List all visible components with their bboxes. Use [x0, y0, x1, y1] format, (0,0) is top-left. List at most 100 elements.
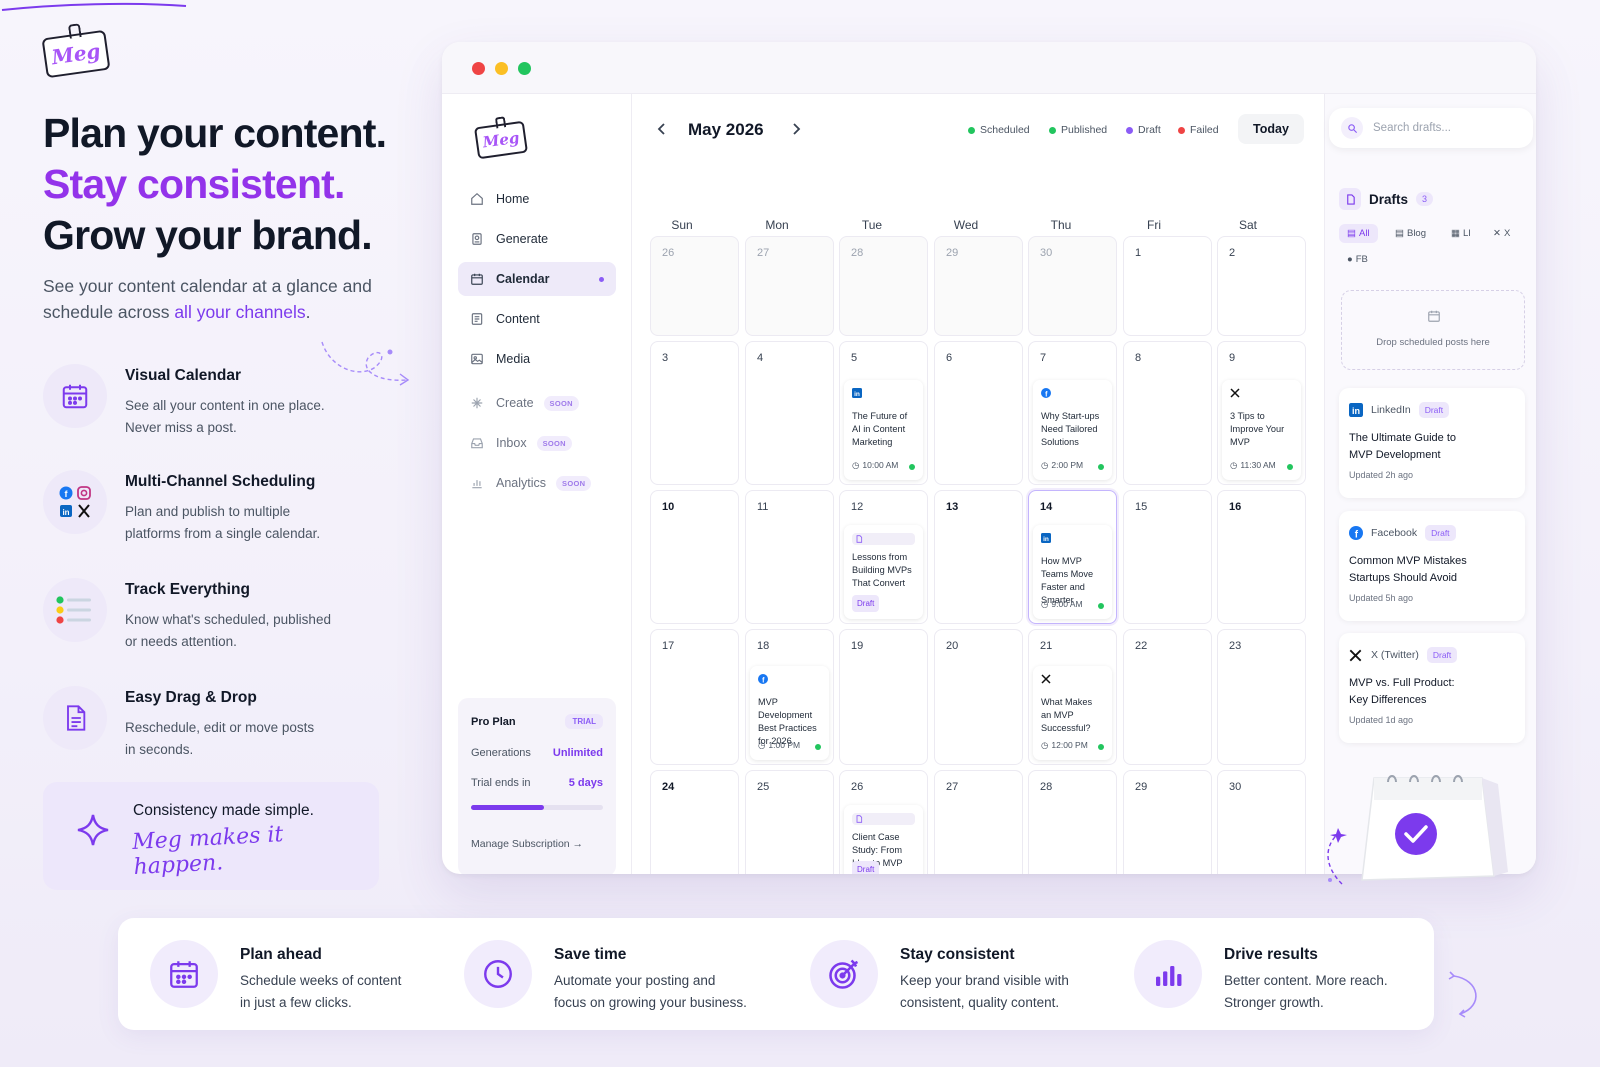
day-cell[interactable]: 18 f MVP Development Best Practices for … — [745, 629, 834, 765]
draft-card[interactable]: in LinkedIn Draft The Ultimate Guide to … — [1339, 388, 1525, 498]
next-month-button[interactable] — [790, 122, 802, 141]
window-close-button[interactable] — [472, 62, 485, 75]
sidebar-item-inbox[interactable]: Inbox SOON — [458, 426, 616, 460]
day-cell[interactable]: 6 — [934, 341, 1023, 485]
day-cell[interactable]: 9 3 Tips to Improve Your MVP ◷ 11:30 AM — [1217, 341, 1306, 485]
scheduled-post[interactable]: in How MVP Teams Move Faster and Smarter… — [1033, 525, 1112, 619]
day-cell[interactable]: 29 — [934, 236, 1023, 336]
draft-platform: Facebook — [1371, 527, 1418, 539]
day-cell[interactable]: 17 — [650, 629, 739, 765]
sidebar-item-generate[interactable]: Generate — [458, 222, 616, 256]
search-drafts-field[interactable]: Search drafts... — [1329, 108, 1533, 148]
day-cell[interactable]: 23 — [1217, 629, 1306, 765]
window-titlebar — [442, 42, 1536, 94]
drop-zone[interactable]: Drop scheduled posts here — [1341, 290, 1525, 370]
day-cell[interactable]: 27 — [934, 770, 1023, 874]
headline-line-1: Plan your content. — [43, 110, 387, 156]
day-cell[interactable]: 24 — [650, 770, 739, 874]
filter-chip-all[interactable]: ▤ All — [1339, 224, 1378, 243]
day-cell[interactable]: 13 — [934, 490, 1023, 624]
filter-chip-linkedin[interactable]: ▦ LI — [1443, 224, 1479, 243]
day-cell[interactable]: 29 — [1123, 770, 1212, 874]
calendar-icon — [470, 272, 484, 286]
day-number: 9 — [1229, 352, 1236, 364]
today-button[interactable]: Today — [1238, 114, 1304, 144]
day-cell[interactable]: 7 f Why Start-ups Need Tailored Solution… — [1028, 341, 1117, 485]
feature-title: Visual Calendar — [125, 367, 242, 384]
manage-subscription-link[interactable]: Manage Subscription → — [471, 838, 584, 850]
legend-dot — [968, 126, 975, 134]
feature-desc: See all your content in one place. Never… — [125, 398, 325, 435]
draft-card[interactable]: X (Twitter) Draft MVP vs. Full Product: … — [1339, 633, 1525, 743]
scheduled-post[interactable]: f MVP Development Best Practices for 202… — [750, 666, 829, 760]
feature-desc: Plan and publish to multiple platforms f… — [125, 504, 321, 541]
legend-label: Failed — [1190, 124, 1219, 136]
day-cell[interactable]: 2 — [1217, 236, 1306, 336]
sidebar: Meg Home Generate Calendar Content Media… — [442, 94, 632, 874]
window-minimize-button[interactable] — [495, 62, 508, 75]
day-cell[interactable]: 28 — [1028, 770, 1117, 874]
benefit-title: Stay consistent — [900, 946, 1015, 963]
document-icon: ▤ — [1347, 228, 1356, 239]
day-cell[interactable]: 10 — [650, 490, 739, 624]
filter-chip-blog[interactable]: ▤ Blog — [1387, 224, 1434, 243]
post-time: ◷ 9:00 AM — [1041, 598, 1083, 611]
day-cell[interactable]: 21 What Makes an MVP Successful? ◷ 12:00 … — [1028, 629, 1117, 765]
day-cell[interactable]: 20 — [934, 629, 1023, 765]
day-cell[interactable]: 3 — [650, 341, 739, 485]
scheduled-post[interactable]: What Makes an MVP Successful? ◷ 12:00 PM — [1033, 666, 1112, 760]
window-maximize-button[interactable] — [518, 62, 531, 75]
home-icon — [470, 192, 484, 206]
filter-chip-facebook[interactable]: ● FB — [1339, 250, 1376, 269]
decorative-curl-arrow-icon — [1448, 971, 1477, 1018]
scheduled-post[interactable]: f Why Start-ups Need Tailored Solutions … — [1033, 380, 1112, 480]
day-cell[interactable]: 28 — [839, 236, 928, 336]
scheduled-post[interactable]: in The Future of AI in Content Marketing… — [844, 380, 923, 480]
target-icon — [810, 940, 878, 1008]
sidebar-item-home[interactable]: Home — [458, 182, 616, 216]
sidebar-item-analytics[interactable]: Analytics SOON — [458, 466, 616, 500]
day-cell[interactable]: 4 — [745, 341, 834, 485]
legend-label: Published — [1061, 124, 1108, 136]
day-cell[interactable]: 30 — [1217, 770, 1306, 874]
weekday-header: Fri — [1147, 218, 1161, 232]
day-cell[interactable]: 19 — [839, 629, 928, 765]
draft-tag: Draft — [1425, 525, 1456, 541]
day-cell[interactable]: 26 — [650, 236, 739, 336]
benefit-desc: Automate your posting and focus on growi… — [554, 973, 747, 1010]
draft-post[interactable]: Client Case Study: From Idea to MVP Draf… — [844, 805, 923, 874]
day-cell[interactable]: 12 Lessons from Building MVPs That Conve… — [839, 490, 928, 624]
day-cell[interactable]: 25 — [745, 770, 834, 874]
day-cell[interactable]: 11 — [745, 490, 834, 624]
draft-card[interactable]: f Facebook Draft Common MVP Mistakes Sta… — [1339, 511, 1525, 621]
day-cell[interactable]: 1 — [1123, 236, 1212, 336]
day-number: 4 — [757, 352, 764, 364]
day-cell[interactable]: 26 Client Case Study: From Idea to MVP D… — [839, 770, 928, 874]
day-cell-today[interactable]: 14 in How MVP Teams Move Faster and Smar… — [1028, 490, 1117, 624]
day-cell[interactable]: 5 in The Future of AI in Content Marketi… — [839, 341, 928, 485]
day-cell[interactable]: 27 — [745, 236, 834, 336]
scheduled-post[interactable]: 3 Tips to Improve Your MVP ◷ 11:30 AM — [1222, 380, 1301, 480]
filter-chip-x[interactable]: ✕ X — [1485, 224, 1518, 243]
day-cell[interactable]: 16 — [1217, 490, 1306, 624]
prev-month-button[interactable] — [656, 122, 668, 141]
facebook-icon: f — [1349, 526, 1363, 540]
day-cell[interactable]: 8 — [1123, 341, 1212, 485]
channels-link[interactable]: all your channels — [174, 302, 306, 322]
day-cell[interactable]: 15 — [1123, 490, 1212, 624]
sidebar-item-media[interactable]: Media — [458, 342, 616, 376]
sidebar-item-calendar[interactable]: Calendar — [458, 262, 616, 296]
status-list-icon — [43, 578, 107, 642]
day-cell[interactable]: 30 — [1028, 236, 1117, 336]
clock-icon: ◷ — [1041, 460, 1049, 470]
draft-header — [852, 813, 915, 825]
sidebar-item-create[interactable]: Create SOON — [458, 386, 616, 420]
draft-post[interactable]: Lessons from Building MVPs That Convert … — [844, 525, 923, 619]
sidebar-item-content[interactable]: Content — [458, 302, 616, 336]
svg-text:f: f — [1045, 391, 1048, 398]
day-cell[interactable]: 22 — [1123, 629, 1212, 765]
day-number: 10 — [662, 501, 675, 513]
post-title: MVP Development Best Practices for 2026 — [758, 697, 817, 746]
sidebar-item-label: Home — [496, 192, 530, 206]
sidebar-logo[interactable]: Meg — [474, 120, 528, 160]
